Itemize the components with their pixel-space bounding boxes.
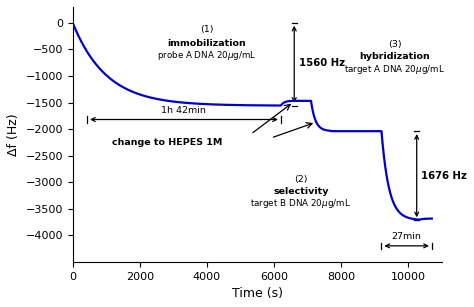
Text: 1676 Hz: 1676 Hz — [421, 171, 467, 181]
X-axis label: Time (s): Time (s) — [232, 287, 283, 300]
Y-axis label: Δf (Hz): Δf (Hz) — [7, 113, 20, 156]
Text: hybridization: hybridization — [359, 52, 430, 61]
Text: change to HEPES 1M: change to HEPES 1M — [111, 138, 222, 147]
Text: (2): (2) — [294, 175, 308, 184]
Text: 27min: 27min — [392, 231, 421, 241]
Text: 1560 Hz: 1560 Hz — [299, 58, 345, 68]
Text: selectivity: selectivity — [273, 187, 328, 196]
Text: (3): (3) — [388, 40, 401, 49]
Text: immobilization: immobilization — [168, 39, 246, 48]
Text: target A DNA 20$\mu$g/mL: target A DNA 20$\mu$g/mL — [345, 63, 446, 76]
Text: target B DNA 20$\mu$g/mL: target B DNA 20$\mu$g/mL — [250, 197, 351, 210]
Text: probe A DNA 20$\mu$g/mL: probe A DNA 20$\mu$g/mL — [157, 49, 257, 62]
Text: 1h 42min: 1h 42min — [161, 106, 206, 115]
Text: (1): (1) — [200, 25, 214, 34]
